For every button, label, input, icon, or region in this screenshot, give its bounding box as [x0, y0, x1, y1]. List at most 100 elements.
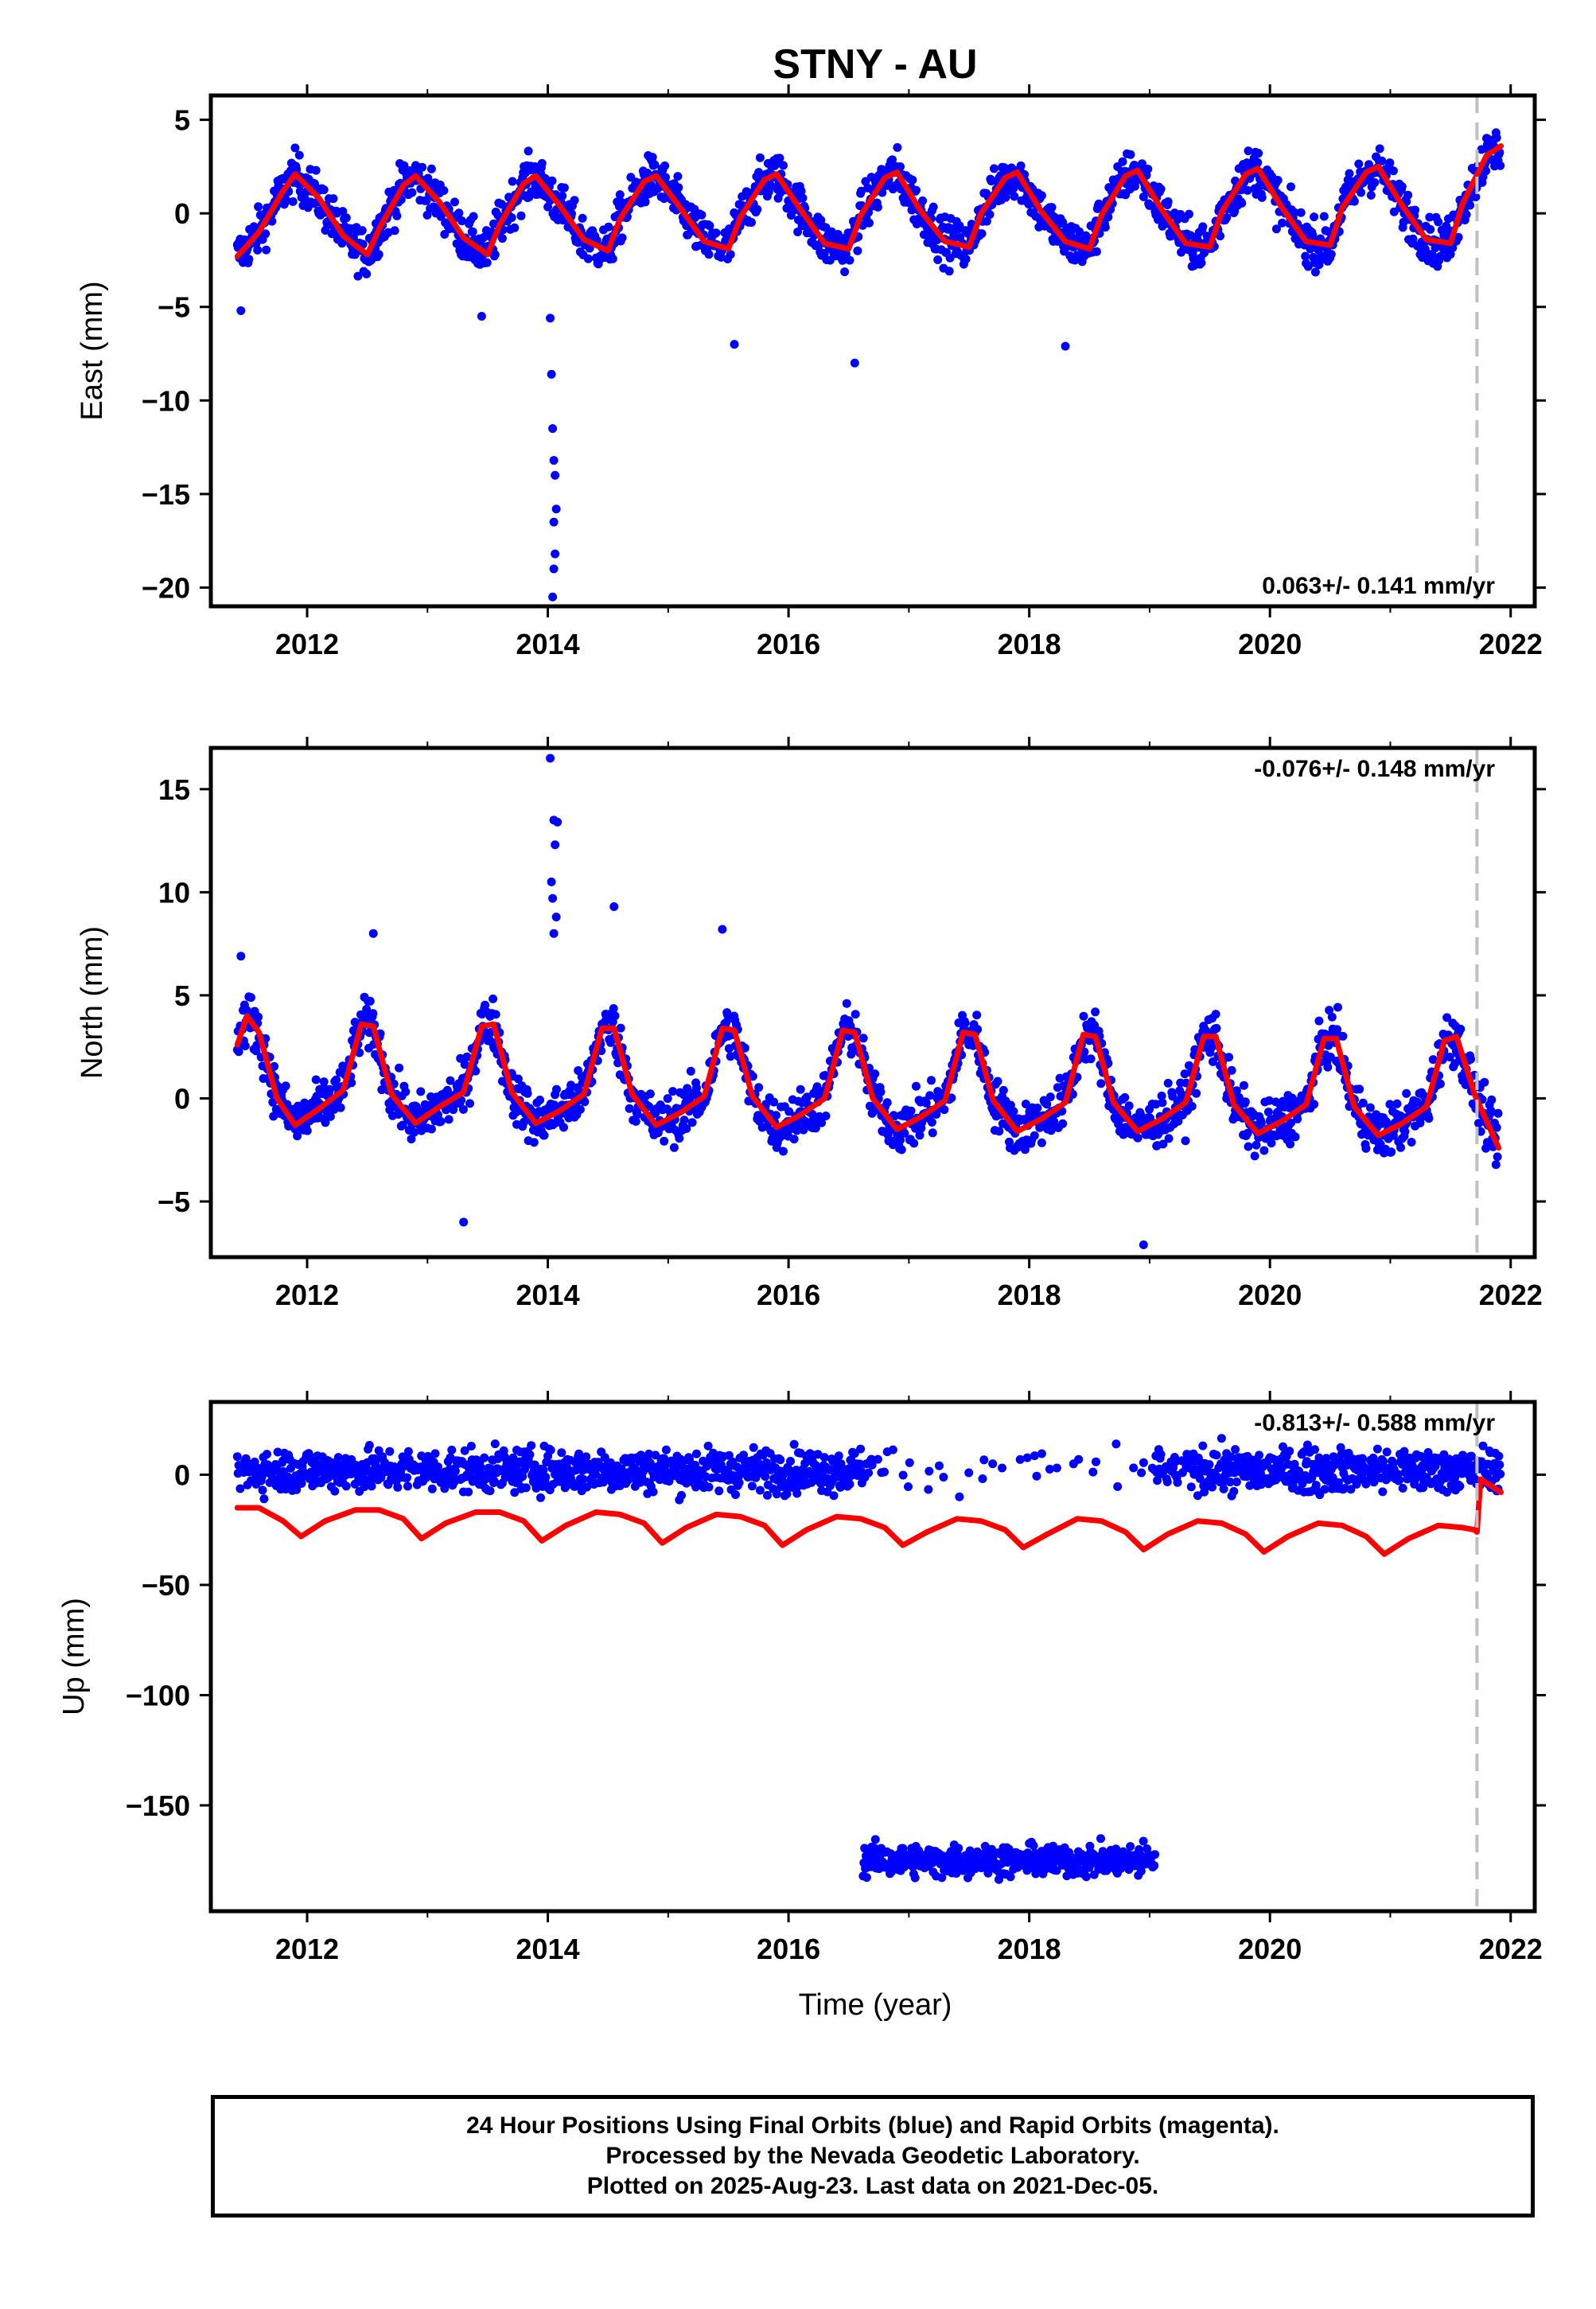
up-data-point	[855, 1459, 865, 1469]
up-data-point	[1232, 1478, 1241, 1486]
north-data-point	[1387, 1147, 1396, 1157]
east-data-point	[1163, 197, 1173, 206]
north-data-point	[796, 1084, 805, 1094]
north-data-point	[1493, 1108, 1503, 1118]
north-data-point	[927, 1118, 936, 1127]
up-data-point	[1216, 1434, 1226, 1443]
east-data-point	[798, 193, 808, 203]
north-data-point	[465, 1099, 474, 1108]
up-data-point	[489, 1477, 499, 1486]
east-outlier-point	[549, 456, 559, 465]
east-data-point	[1139, 192, 1148, 201]
east-data-point	[418, 162, 427, 172]
north-data-point	[1474, 1119, 1483, 1128]
north-data-point	[368, 1009, 378, 1018]
up-data-point	[1245, 1481, 1255, 1490]
up-data-point	[1357, 1454, 1367, 1463]
up-data-point	[845, 1479, 854, 1489]
east-data-point	[1303, 262, 1313, 271]
north-outlier-point	[548, 894, 558, 903]
east-outlier-point	[1061, 341, 1070, 351]
east-outlier-point	[477, 311, 486, 321]
north-data-point	[817, 1118, 827, 1127]
north-data-point	[771, 1111, 780, 1120]
north-data-point	[973, 1025, 983, 1034]
up-data-point	[834, 1451, 843, 1461]
up-data-point	[1315, 1490, 1325, 1500]
up-data-point	[864, 1468, 874, 1478]
east-data-point	[1037, 191, 1046, 201]
east-data-point	[775, 154, 784, 163]
east-data-point	[1354, 159, 1364, 169]
east-y-tick-label: −20	[142, 571, 190, 604]
north-y-tick-label: 15	[158, 773, 190, 806]
east-data-point	[490, 250, 500, 259]
east-data-point	[1349, 197, 1359, 206]
north-data-point	[1240, 1097, 1250, 1107]
up-data-point	[1045, 1465, 1054, 1474]
north-data-point	[1480, 1077, 1489, 1087]
east-data-point	[1244, 146, 1253, 156]
east-data-point	[987, 177, 996, 185]
east-data-point	[985, 210, 995, 220]
north-plot-frame	[208, 746, 1537, 1260]
north-data-point	[1310, 1100, 1319, 1109]
up-y-tick-label: 0	[174, 1458, 190, 1491]
north-data-point	[1314, 1016, 1324, 1026]
north-data-point	[458, 1104, 468, 1114]
up-data-point	[403, 1482, 412, 1491]
north-data-point	[993, 1077, 1002, 1086]
north-data-point	[692, 1083, 701, 1092]
east-data-point	[469, 212, 478, 221]
east-data-point	[1403, 190, 1413, 200]
north-data-point	[401, 1087, 411, 1096]
north-data-points	[232, 753, 1503, 1249]
north-data-point	[426, 1124, 436, 1134]
north-data-point	[302, 1126, 312, 1135]
north-data-point	[1227, 1065, 1236, 1075]
east-data-point	[1254, 149, 1263, 158]
north-data-point	[940, 1105, 949, 1115]
up-data-point	[450, 1466, 460, 1476]
up-data-point	[1302, 1440, 1312, 1450]
north-data-point	[1358, 1098, 1368, 1108]
up-data-point	[714, 1486, 724, 1496]
north-data-point	[870, 1069, 880, 1079]
north-data-point	[444, 1115, 453, 1124]
north-data-point	[1327, 1012, 1337, 1022]
up-data-point	[1193, 1491, 1202, 1501]
north-data-point	[1365, 1103, 1375, 1112]
east-data-point	[1434, 217, 1443, 227]
east-data-point	[288, 197, 298, 206]
north-data-point	[1224, 1053, 1233, 1062]
north-data-point	[456, 1053, 465, 1063]
east-data-point	[426, 164, 436, 173]
up-data-point	[521, 1483, 531, 1493]
north-data-point	[686, 1066, 695, 1076]
east-data-point	[1047, 203, 1057, 212]
east-data-point	[697, 210, 707, 220]
north-data-point	[925, 1091, 935, 1100]
north-data-point	[1164, 1134, 1174, 1143]
north-data-point	[1096, 1079, 1106, 1088]
east-data-point	[1075, 227, 1084, 236]
up-data-points	[232, 1434, 1505, 1884]
north-outlier-point	[551, 840, 560, 850]
east-data-point	[1477, 145, 1486, 154]
up-data-point	[648, 1487, 658, 1497]
east-data-point	[329, 194, 338, 204]
up-data-point	[403, 1447, 413, 1456]
north-data-point	[471, 1066, 481, 1076]
up-data-point	[661, 1445, 671, 1454]
north-data-point	[1037, 1138, 1046, 1147]
north-data-point	[1212, 1023, 1221, 1033]
east-y-axis-label: East (mm)	[76, 281, 109, 420]
up-data-point	[955, 1492, 964, 1501]
north-data-point	[481, 1000, 490, 1010]
north-data-point	[748, 1072, 757, 1081]
east-y-tick-label: −10	[142, 384, 190, 417]
east-data-point	[559, 183, 569, 193]
up-data-point	[789, 1439, 799, 1449]
east-data-point	[1370, 178, 1380, 187]
up-data-point	[546, 1446, 555, 1454]
